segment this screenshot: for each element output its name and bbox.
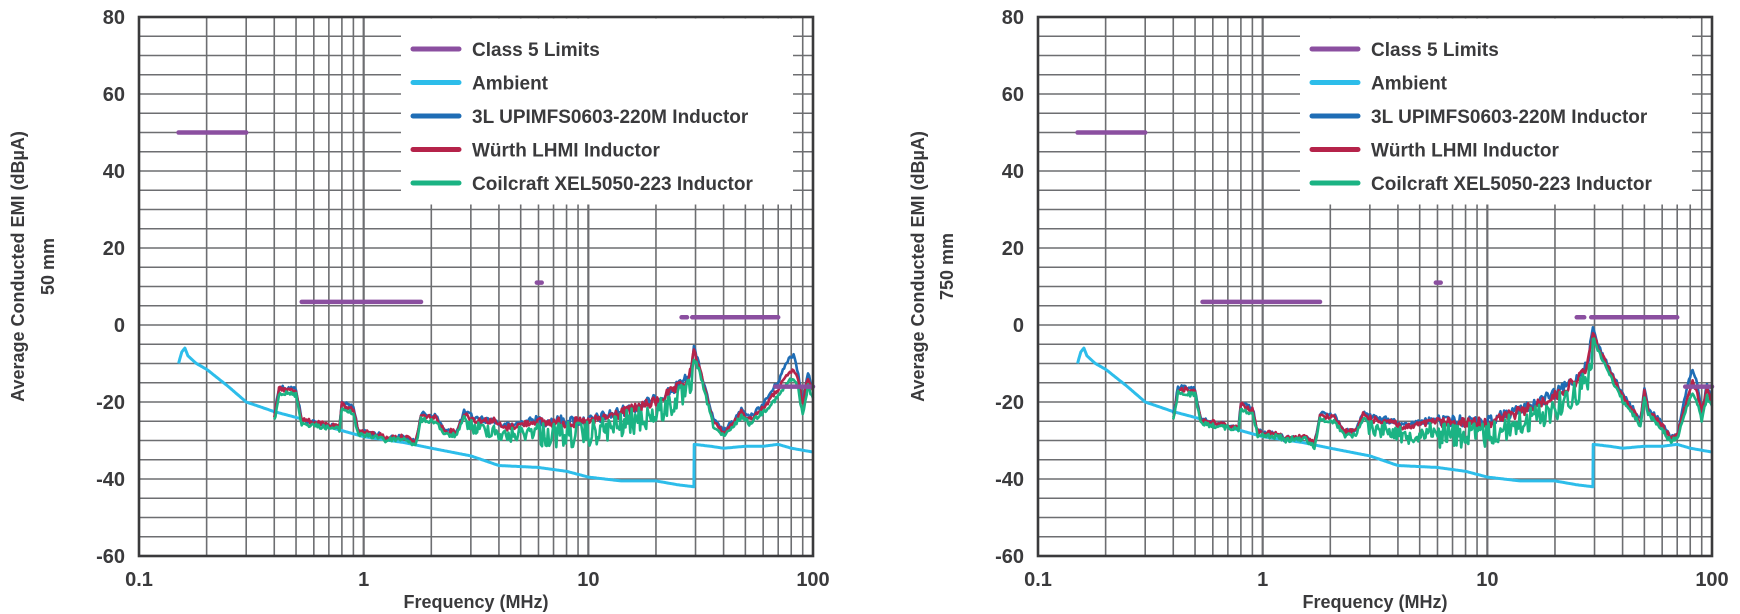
series-line-w-rth-lhmi-inductor [273, 348, 815, 445]
legend-label: Würth LHMI Inductor [472, 141, 660, 162]
y-tick-label: -60 [995, 546, 1024, 568]
legend: Class 5 Limits Ambient 3L UPIMFS0603-220M … [401, 18, 793, 205]
legend-label: Ambient [1371, 74, 1448, 95]
y-axis-subtitle: 750 mm [937, 233, 957, 300]
plot-frame [137, 15, 815, 558]
legend: Class 5 Limits Ambient 3L UPIMFS0603-220M … [1300, 18, 1692, 205]
x-tick-label: 100 [1695, 569, 1728, 591]
y-tick-label: 20 [1002, 238, 1024, 260]
y-tick-label: 0 [114, 315, 125, 337]
legend-label: Coilcraft XEL5050-223 Inductor [1371, 174, 1652, 195]
x-tick-label: 10 [577, 569, 599, 591]
y-tick-label: 80 [1002, 7, 1024, 29]
y-axis-subtitle: 50 mm [38, 238, 58, 295]
chart-1: Class 5 Limits Ambient 3L UPIMFS0603-220M … [8, 7, 830, 612]
y-tick-label: -40 [995, 469, 1024, 491]
series-line-coilcraft-xel5050-223-inductor [273, 358, 815, 449]
y-tick-label: 60 [1002, 84, 1024, 106]
y-tick-label: -40 [96, 469, 125, 491]
x-axis-title: Frequency (MHz) [403, 592, 548, 612]
legend-box [1300, 18, 1692, 205]
y-axis-title: Average Conducted EMI (dBµA) [8, 131, 28, 402]
y-tick-label: 40 [1002, 161, 1024, 183]
y-tick-label: 40 [103, 161, 125, 183]
x-tick-label: 0.1 [1024, 569, 1052, 591]
legend-box [401, 18, 793, 205]
x-axis-title: Frequency (MHz) [1302, 592, 1447, 612]
y-tick-label: 20 [103, 238, 125, 260]
x-tick-label: 100 [796, 569, 829, 591]
y-tick-label: 0 [1013, 315, 1024, 337]
x-tick-label: 10 [1476, 569, 1498, 591]
y-tick-label: -60 [96, 546, 125, 568]
legend-label: 3L UPIMFS0603-220M Inductor [472, 107, 749, 128]
series-line-ambient [1076, 346, 1713, 489]
legend-label: Coilcraft XEL5050-223 Inductor [472, 174, 753, 195]
legend-label: Class 5 Limits [472, 40, 600, 61]
plot-frame [1036, 15, 1714, 558]
y-tick-label: -20 [96, 392, 125, 414]
y-axis-title: Average Conducted EMI (dBµA) [908, 131, 928, 402]
y-tick-label: 60 [103, 84, 125, 106]
x-tick-label: 1 [1257, 569, 1268, 591]
legend-label: 3L UPIMFS0603-220M Inductor [1371, 107, 1648, 128]
legend-label: Class 5 Limits [1371, 40, 1499, 61]
series-line-coilcraft-xel5050-223-inductor [1172, 337, 1714, 451]
y-tick-label: -20 [995, 392, 1024, 414]
legend-label: Würth LHMI Inductor [1371, 141, 1559, 162]
y-tick-label: 80 [103, 7, 125, 29]
series-line-ambient [177, 346, 814, 489]
x-tick-label: 0.1 [125, 569, 153, 591]
chart-2: Class 5 Limits Ambient 3L UPIMFS0603-220M … [908, 7, 1729, 612]
legend-label: Ambient [472, 74, 549, 95]
x-tick-label: 1 [358, 569, 369, 591]
